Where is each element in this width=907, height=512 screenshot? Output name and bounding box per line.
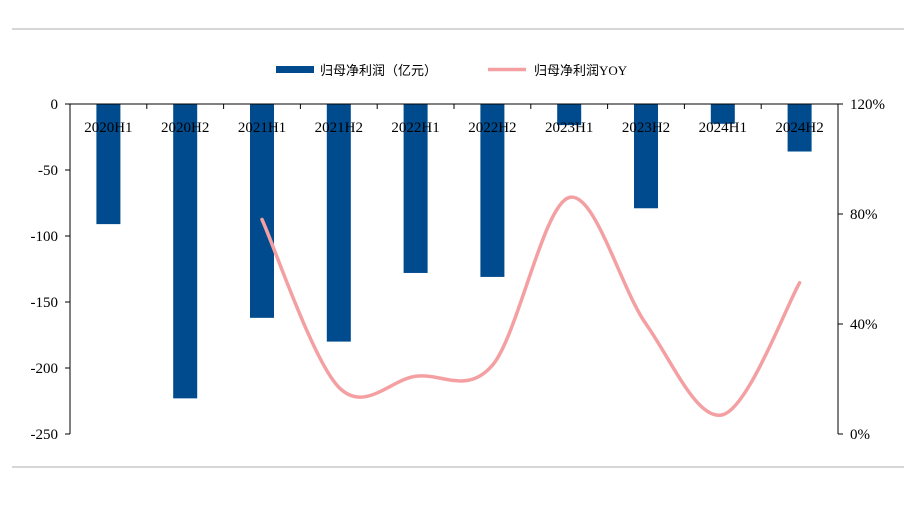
y-right-tick-label: 0% bbox=[850, 427, 870, 443]
category-label-2024H2: 2024H2 bbox=[775, 120, 823, 136]
y-right-tick-label: 40% bbox=[850, 317, 878, 333]
legend-bar-label: 归母净利润（亿元） bbox=[320, 63, 437, 78]
y-left-tick-label: -250 bbox=[31, 427, 59, 443]
y-left-tick-label: -150 bbox=[31, 295, 59, 311]
category-label-2021H1: 2021H1 bbox=[238, 120, 286, 136]
bar-2024H1 bbox=[710, 104, 735, 124]
category-label-2020H2: 2020H2 bbox=[161, 120, 209, 136]
category-label-2022H1: 2022H1 bbox=[391, 120, 439, 136]
line-series bbox=[260, 195, 802, 417]
bar-series bbox=[96, 104, 812, 399]
category-label-2024H1: 2024H1 bbox=[699, 120, 747, 136]
category-label-2023H1: 2023H1 bbox=[545, 120, 593, 136]
bar-2023H2 bbox=[634, 104, 658, 209]
bar-2021H1 bbox=[250, 104, 274, 318]
bar-2020H1 bbox=[96, 104, 121, 225]
legend: 归母净利润（亿元） 归母净利润YOY bbox=[276, 63, 628, 78]
bar-2022H2 bbox=[480, 104, 505, 277]
y-right-tick-label: 120% bbox=[850, 97, 885, 113]
bar-2020H2 bbox=[173, 104, 198, 399]
bar-2021H2 bbox=[326, 104, 351, 342]
legend-bar-swatch bbox=[276, 66, 314, 73]
axes: 0 -50 -100 -150 -200 -250 120% 80% 40% 0% bbox=[31, 97, 886, 443]
category-label-2022H2: 2022H2 bbox=[468, 120, 516, 136]
yoy-line bbox=[260, 195, 802, 417]
legend-line-label: 归母净利润YOY bbox=[534, 63, 628, 78]
bar-2023H1 bbox=[557, 104, 582, 126]
bar-2024H2 bbox=[787, 104, 812, 152]
y-left-tick-label: -200 bbox=[31, 361, 59, 377]
bar-2022H1 bbox=[403, 104, 428, 273]
category-labels: 2020H1 2020H2 2021H1 2021H2 2022H1 2022H2 2023… bbox=[84, 120, 824, 136]
y-left-tick-label: -100 bbox=[31, 229, 59, 245]
category-label-2023H2: 2023H2 bbox=[622, 120, 670, 136]
y-right-tick-label: 80% bbox=[850, 207, 878, 223]
category-label-2020H1: 2020H1 bbox=[84, 120, 132, 136]
category-label-2021H2: 2021H2 bbox=[315, 120, 363, 136]
y-left-tick-label: 0 bbox=[51, 97, 59, 113]
y-left-tick-label: -50 bbox=[38, 163, 58, 179]
